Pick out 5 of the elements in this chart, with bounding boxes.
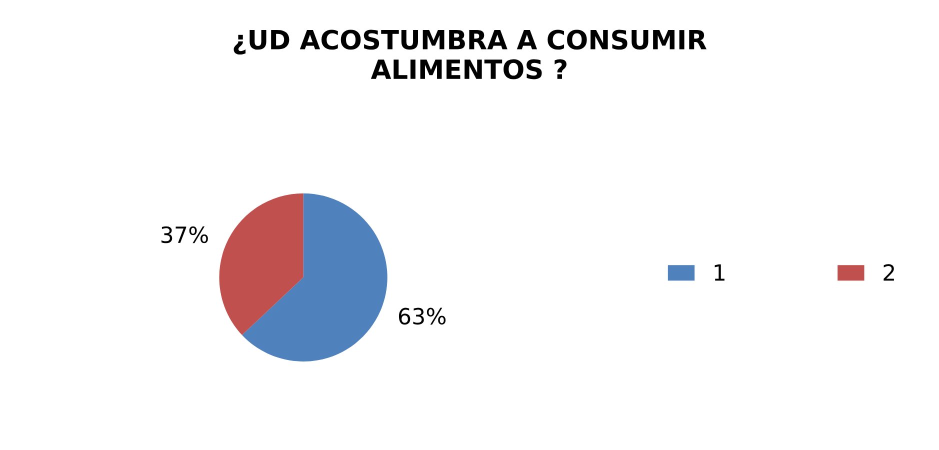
chart-title: ¿UD ACOSTUMBRA A CONSUMIR ALIMENTOS ? <box>234 30 707 80</box>
legend-label: 1 <box>714 264 724 281</box>
legend-label: 2 <box>884 264 894 281</box>
data-label: 63% <box>398 308 446 325</box>
data-label: 37% <box>161 226 208 244</box>
